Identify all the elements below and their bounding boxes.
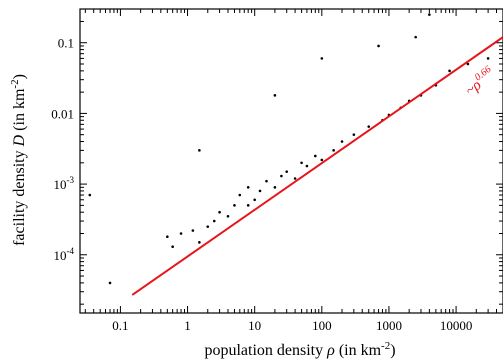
x-axis-label: population density ρ (in km-2) [204, 340, 395, 359]
data-point [300, 161, 303, 165]
data-point [340, 140, 344, 143]
data-point [377, 44, 380, 48]
fit-line-group [131, 36, 503, 296]
fit-annotation: ~ρ0.66 [461, 64, 499, 99]
data-point [273, 94, 277, 97]
y-tick-label: 0.1 [58, 36, 74, 51]
x-tick-label: 1 [184, 318, 191, 333]
x-tick-label: 0.1 [112, 318, 128, 333]
y-tick-label: 0.01 [51, 106, 74, 121]
plot-frame [79, 8, 503, 314]
data-point [108, 281, 112, 285]
data-point [293, 177, 297, 180]
data-point [285, 170, 289, 173]
data-point [166, 235, 169, 239]
data-point [212, 219, 216, 223]
y-tick-label: 10-4 [54, 246, 75, 263]
data-point [258, 189, 262, 193]
data-point [198, 149, 201, 152]
data-point [171, 245, 174, 249]
data-point [314, 154, 317, 158]
data-point [320, 57, 324, 60]
x-tick-label: 10000 [440, 318, 473, 333]
data-point [367, 125, 371, 128]
data-point [332, 149, 335, 152]
data-point [320, 158, 324, 162]
data-point [179, 232, 183, 235]
tick-labels: 0.1 1 10 100 1000 10000 0.1 0.01 10-3 10-4 [51, 36, 472, 333]
data-point [238, 193, 242, 197]
axis-ticks [80, 9, 503, 313]
data-point [246, 186, 250, 189]
data-point [253, 198, 256, 202]
data-point [218, 210, 221, 214]
x-tick-label: 10 [248, 318, 261, 333]
x-tick-label: 100 [312, 318, 332, 333]
data-point [273, 186, 277, 189]
x-tick-label: 1000 [376, 318, 402, 333]
data-point [226, 215, 230, 218]
data-point [88, 193, 92, 197]
data-point [206, 225, 210, 228]
fit-line [131, 36, 503, 296]
data-point [448, 69, 451, 73]
data-point [198, 241, 201, 244]
y-axis-label: facility density D (in km-2) [9, 74, 28, 246]
y-tick-label: 10-3 [54, 175, 75, 192]
data-point [414, 35, 417, 39]
data-point [280, 174, 283, 178]
data-point [305, 164, 309, 168]
data-point [352, 133, 356, 136]
data-point [265, 179, 268, 183]
data-point [486, 57, 490, 60]
data-point [191, 229, 195, 232]
data-points [88, 13, 490, 285]
data-point [428, 13, 431, 16]
data-point [466, 62, 470, 66]
data-point [233, 204, 236, 207]
data-point [246, 204, 250, 207]
